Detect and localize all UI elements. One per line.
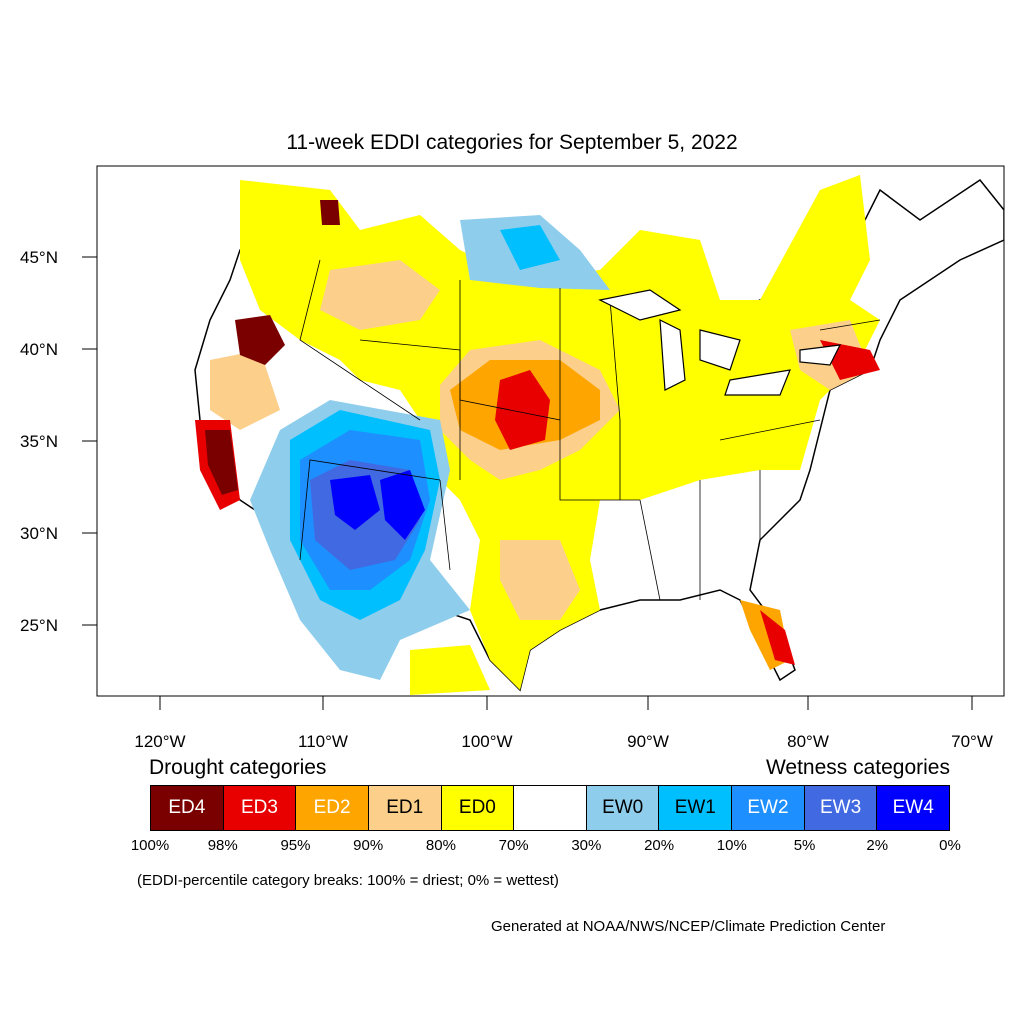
longitude-label: 90°W [627,732,669,751]
latitude-label: 25°N [20,616,58,635]
legend-box-ed0: ED0 [441,786,515,830]
legend-box-ed2: ED2 [296,786,369,830]
legend-box-normal [514,786,587,830]
latitude-label: 35°N [20,432,58,451]
break-label: 90% [353,837,384,854]
longitude-label: 80°W [787,732,829,751]
longitude-label: 100°W [461,732,512,751]
latitude-label: 40°N [20,340,58,359]
credit-line: Generated at NOAA/NWS/NCEP/Climate Predi… [491,918,886,935]
break-label: 0% [939,837,961,854]
legend-box-ew0: EW0 [586,786,660,830]
eddi-map: 45°N 40°N 35°N 30°N 25°N 120°W 110°W 100°W 90°W… [20,165,1005,751]
wetness-categories-heading: Wetness categories [765,756,950,779]
legend-box-ew1: EW1 [659,786,733,830]
break-label: 5% [793,837,816,854]
map-frame [96,165,1005,697]
longitude-label: 120°W [134,732,185,751]
break-label: 2% [866,837,889,854]
longitude-label: 70°W [951,732,993,751]
legend-box-ed1: ED1 [368,786,442,830]
break-label: 95% [280,837,311,854]
legend-box-ew3: EW3 [804,786,878,830]
latitude-axis: 45°N 40°N 35°N 30°N 25°N [20,248,97,635]
break-label: 80% [425,837,456,854]
break-label: 30% [571,837,602,854]
legend-box-ed4: ED4 [151,786,224,830]
break-label: 70% [498,837,529,854]
category-legend: ED4 ED3 ED2 ED1 ED0 EW0 EW1 EW2 EW3 EW4 [150,785,950,831]
drought-categories-heading: Drought categories [149,756,327,779]
break-label: 100% [130,837,170,854]
legend-box-ew2: EW2 [732,786,805,830]
great-lakes [598,289,842,396]
break-label: 10% [716,837,747,854]
legend-box-ew4: EW4 [877,786,950,830]
break-note: (EDDI-percentile category breaks: 100% =… [137,872,559,889]
longitude-axis: 120°W 110°W 100°W 90°W 80°W 70°W [134,696,993,751]
map-content [194,175,1004,695]
longitude-label: 110°W [298,732,348,751]
break-label: 98% [207,837,238,854]
state-borders [299,259,881,601]
latitude-label: 45°N [20,248,58,267]
map-title: 11-week EDDI categories for September 5,… [286,131,738,154]
break-label: 20% [644,837,675,854]
category-areas [195,175,880,695]
latitude-label: 30°N [20,524,58,543]
legend-box-ed3: ED3 [223,786,297,830]
